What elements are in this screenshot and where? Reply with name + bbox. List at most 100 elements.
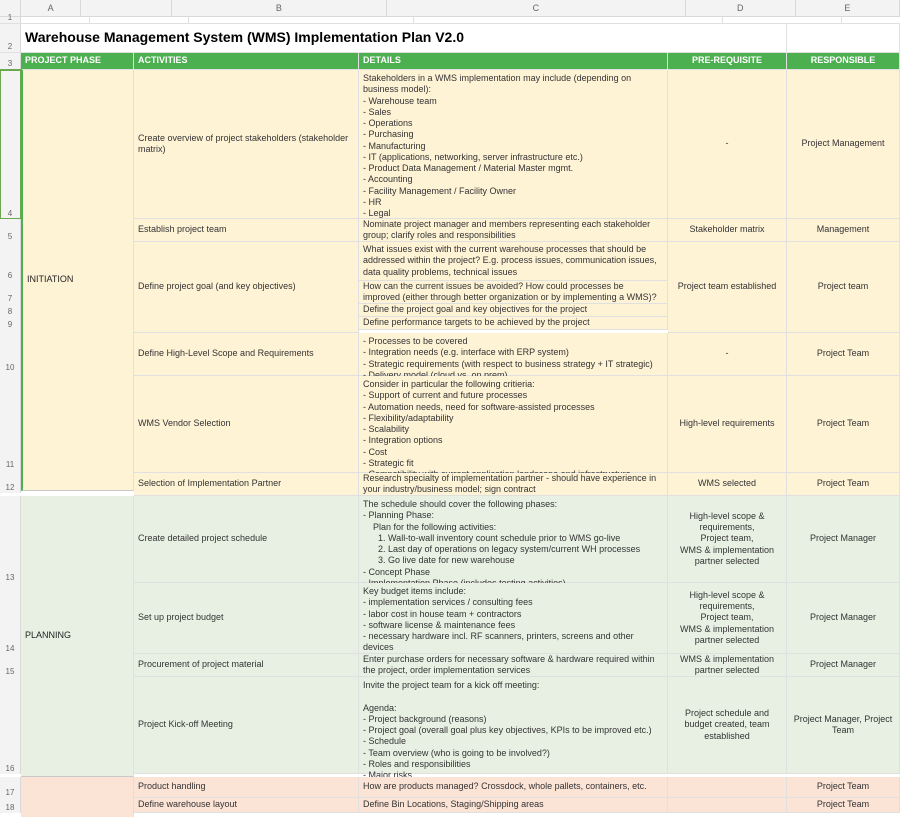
activity[interactable]: Define warehouse layout (134, 798, 359, 812)
row-num[interactable]: 10 (0, 330, 21, 373)
responsible[interactable]: Project Team (787, 376, 900, 472)
prereq[interactable]: WMS & implementation partner selected (668, 654, 787, 676)
responsible[interactable]: Project Manager (787, 654, 900, 676)
row-num[interactable]: 17 (0, 777, 21, 798)
details[interactable]: Define the project goal and key objectiv… (359, 304, 668, 316)
row-num[interactable]: 7 (0, 281, 21, 304)
row-num[interactable]: 11 (0, 373, 21, 470)
col-hdr-e[interactable]: E (796, 0, 900, 16)
table-row: Selection of Implementation Partner Rese… (134, 473, 900, 496)
row-headers: 3 PROJECT PHASE ACTIVITIES DETAILS PRE-R… (0, 53, 900, 70)
hdr-activities[interactable]: ACTIVITIES (134, 53, 359, 69)
plan-rows: Create detailed project schedule The sch… (134, 496, 900, 777)
hdr-prereq[interactable]: PRE-REQUISITE (668, 53, 787, 69)
col-hdr-a[interactable]: A (21, 0, 82, 16)
cell[interactable] (723, 17, 842, 23)
cell[interactable] (414, 17, 723, 23)
details[interactable]: Define performance targets to be achieve… (359, 317, 668, 329)
responsible[interactable]: Project Manager (787, 583, 900, 653)
phase-process[interactable] (21, 777, 134, 817)
prereq[interactable]: - (668, 70, 787, 218)
row-num[interactable]: 6 (0, 242, 21, 281)
details[interactable]: Enter purchase orders for necessary soft… (359, 654, 668, 676)
responsible[interactable]: Management (787, 219, 900, 241)
prereq[interactable]: High-level requirements (668, 376, 787, 472)
row-num[interactable]: 9 (0, 317, 21, 330)
responsible[interactable]: Project Team (787, 798, 900, 812)
activity[interactable]: Establish project team (134, 219, 359, 241)
responsible[interactable]: Project Team (787, 473, 900, 495)
row-num[interactable]: 8 (0, 304, 21, 317)
activity[interactable]: Project Kick-off Meeting (134, 677, 359, 773)
details[interactable]: The schedule should cover the following … (359, 496, 668, 582)
activity[interactable]: Create overview of project stakeholders … (134, 70, 359, 218)
responsible[interactable]: Project team (787, 242, 900, 333)
details[interactable]: Nominate project manager and members rep… (359, 219, 668, 241)
prereq[interactable] (668, 777, 787, 797)
row-num[interactable]: 2 (0, 24, 21, 52)
row-1: 1 (0, 17, 900, 24)
prereq[interactable]: Project team established (668, 242, 787, 333)
activity[interactable]: Create detailed project schedule (134, 496, 359, 582)
prereq[interactable]: High-level scope & requirements, Project… (668, 583, 787, 653)
section-initiation: 4 5 6 7 8 9 10 11 12 INITIATION Create o… (0, 70, 900, 496)
details[interactable]: Key budget items include: - implementati… (359, 583, 668, 653)
responsible[interactable]: Project Team (787, 777, 900, 797)
activity[interactable]: WMS Vendor Selection (134, 376, 359, 472)
responsible[interactable]: Project Team (787, 333, 900, 375)
prereq[interactable]: - (668, 333, 787, 375)
row-num[interactable]: 15 (0, 654, 21, 677)
rownums-init: 4 5 6 7 8 9 10 11 12 (0, 70, 21, 496)
cell[interactable] (90, 17, 189, 23)
col-hdr-a2[interactable] (81, 0, 171, 16)
hdr-phase[interactable]: PROJECT PHASE (21, 53, 134, 69)
responsible[interactable]: Project Manager, Project Team (787, 677, 900, 773)
details[interactable]: - Processes to be covered - Integration … (359, 333, 668, 375)
row-num[interactable]: 1 (0, 17, 21, 23)
phase-initiation[interactable]: INITIATION (21, 70, 134, 491)
prereq[interactable] (668, 798, 787, 812)
section-process: 17 18 Product handling How are products … (0, 777, 900, 817)
col-hdr-d[interactable]: D (686, 0, 796, 16)
phase-planning[interactable]: PLANNING (21, 496, 134, 777)
row-num[interactable]: 12 (0, 470, 21, 493)
responsible[interactable]: Project Manager (787, 496, 900, 582)
row-num[interactable]: 3 (0, 53, 21, 69)
responsible[interactable]: Project Management (787, 70, 900, 218)
row-num[interactable]: 18 (0, 798, 21, 813)
grid-body: 1 2 Warehouse Management System (WMS) Im… (0, 17, 900, 817)
prereq[interactable]: Stakeholder matrix (668, 219, 787, 241)
details[interactable]: How are products managed? Crossdock, who… (359, 777, 668, 797)
prereq[interactable]: Project schedule and budget created, tea… (668, 677, 787, 773)
activity[interactable]: Define project goal (and key objectives) (134, 242, 359, 333)
details[interactable]: Define Bin Locations, Staging/Shipping a… (359, 798, 668, 812)
row-num[interactable]: 5 (0, 219, 21, 242)
details-group: What issues exist with the current wareh… (359, 242, 668, 333)
activity[interactable]: Set up project budget (134, 583, 359, 653)
cell[interactable] (189, 17, 414, 23)
hdr-responsible[interactable]: RESPONSIBLE (787, 53, 900, 69)
activity[interactable]: Define High-Level Scope and Requirements (134, 333, 359, 375)
cell[interactable] (787, 24, 900, 52)
details[interactable]: Stakeholders in a WMS implementation may… (359, 70, 668, 218)
prereq[interactable]: High-level scope & requirements, Project… (668, 496, 787, 582)
hdr-details[interactable]: DETAILS (359, 53, 668, 69)
row-num[interactable]: 16 (0, 677, 21, 774)
cell[interactable] (21, 17, 90, 23)
page-title[interactable]: Warehouse Management System (WMS) Implem… (21, 24, 787, 52)
row-num[interactable]: 14 (0, 583, 21, 654)
row-num[interactable]: 4 (0, 70, 21, 219)
activity[interactable]: Product handling (134, 777, 359, 797)
row-num[interactable]: 13 (0, 496, 21, 583)
activity[interactable]: Selection of Implementation Partner (134, 473, 359, 495)
details[interactable]: How can the current issues be avoided? H… (359, 281, 668, 303)
details[interactable]: Consider in particular the following cri… (359, 376, 668, 472)
col-hdr-c[interactable]: C (387, 0, 686, 16)
details[interactable]: What issues exist with the current wareh… (359, 242, 668, 280)
cell[interactable] (842, 17, 900, 23)
details[interactable]: Invite the project team for a kick off m… (359, 677, 668, 773)
activity[interactable]: Procurement of project material (134, 654, 359, 676)
prereq[interactable]: WMS selected (668, 473, 787, 495)
col-hdr-b[interactable]: B (172, 0, 387, 16)
details[interactable]: Research specialty of implementation par… (359, 473, 668, 495)
